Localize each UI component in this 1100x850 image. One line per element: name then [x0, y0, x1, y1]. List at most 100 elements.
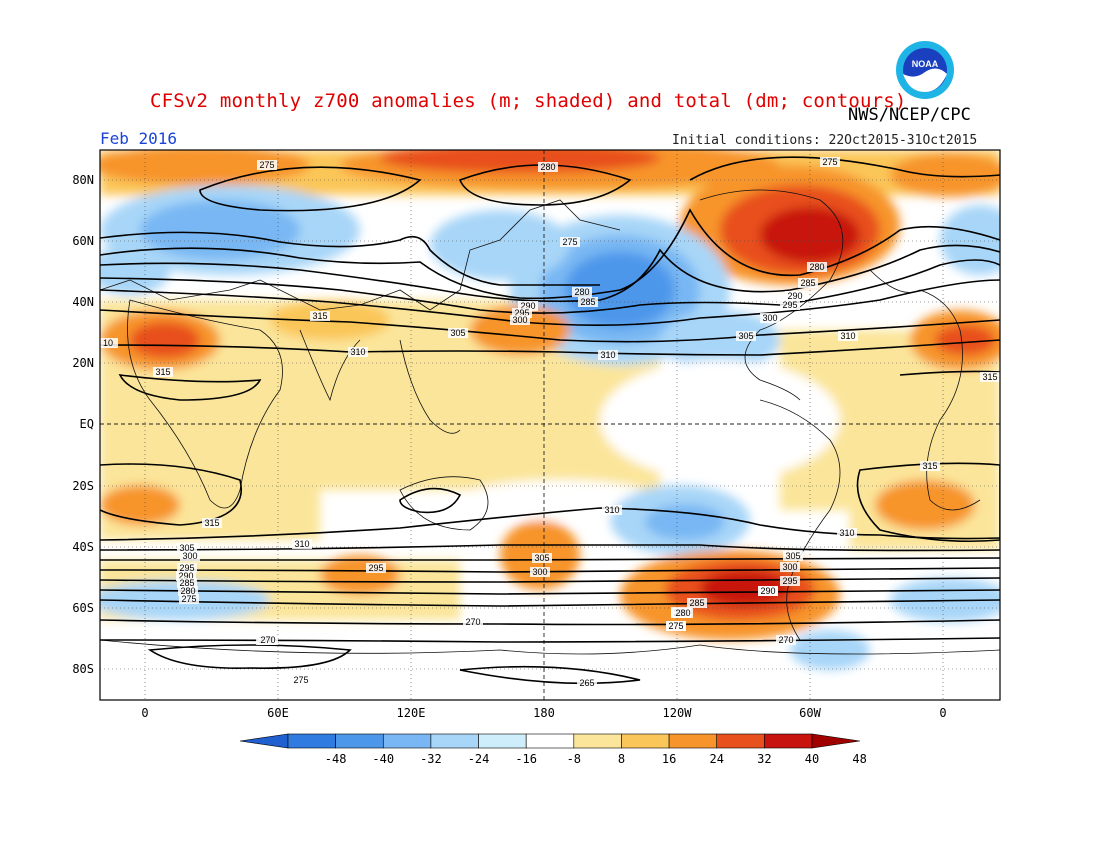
contour-label-bg: [463, 617, 483, 627]
contour-label: 295: [514, 308, 529, 318]
lat-label-80s: 80S: [72, 662, 94, 676]
colorbar-swatch: [287, 733, 336, 749]
lat-label-20n: 20N: [72, 356, 94, 370]
contour-label-bg: [510, 315, 530, 325]
contour-label-bg: [687, 598, 707, 608]
contour-label-bg: [512, 308, 532, 318]
colorbar-label: 32: [757, 752, 772, 766]
contour-label: 310: [840, 331, 855, 341]
contour-label-bg: [780, 300, 800, 310]
noaa-logo: NOAA: [896, 41, 954, 99]
contour-label: 315: [982, 372, 997, 382]
contour-label-bg: [578, 297, 598, 307]
contour-label: 275: [562, 237, 577, 247]
colorbar-swatch: [335, 733, 384, 749]
contour-label-bg: [153, 367, 173, 377]
lat-label-eq: EQ: [79, 417, 94, 431]
lat-label-40s: 40S: [72, 540, 94, 554]
colorbar-label: -40: [372, 752, 395, 766]
contour-label-bg: [366, 563, 386, 573]
contour-label: 280: [540, 162, 555, 172]
contour-label-bg: [518, 301, 538, 311]
colorbar-label: 8: [617, 752, 626, 766]
agency-label: NWS/NCEP/CPC: [848, 105, 971, 125]
colorbar-label: -16: [515, 752, 538, 766]
contour-label: 270: [778, 635, 793, 645]
contour-label: 305: [738, 331, 753, 341]
contour-label-bg: [837, 528, 857, 538]
equator-dateline: [100, 150, 1000, 700]
lat-label-80n: 80N: [72, 173, 94, 187]
contour-label-bg: [920, 461, 940, 471]
contour-label-bg: [838, 331, 858, 341]
chart-title: CFSv2 monthly z700 anomalies (m; shaded)…: [150, 90, 907, 112]
height-contours: [100, 156, 1000, 685]
contour-label-bg: [179, 594, 199, 604]
contour-label-bg: [776, 635, 796, 645]
contour-label: 315: [312, 311, 327, 321]
contour-label: 305: [450, 328, 465, 338]
contour-label: 300: [532, 567, 547, 577]
contour-label-bg: [176, 571, 196, 581]
anomaly-shading: [100, 150, 1000, 700]
contour-label: 270: [465, 617, 480, 627]
contour-label: 290: [178, 571, 193, 581]
contour-label-bg: [980, 372, 1000, 382]
colorbar-label: -48: [324, 752, 347, 766]
colorbar-swatch: [382, 733, 432, 749]
logo-text: NOAA: [912, 59, 939, 69]
colorbar-min-arrow: [239, 733, 289, 749]
lat-label-20s: 20S: [72, 479, 94, 493]
contour-label-bg: [310, 311, 330, 321]
contour-label: 285: [179, 578, 194, 588]
contour-label: 310: [294, 539, 309, 549]
contour-label: 280: [574, 287, 589, 297]
contour-label-bg: [666, 621, 686, 631]
lat-label-40n: 40N: [72, 295, 94, 309]
contour-label-bg: [292, 539, 312, 549]
contour-label-bg: [760, 313, 780, 323]
contour-label: 310: [604, 505, 619, 515]
contour-label-bg: [348, 347, 368, 357]
colorbar-swatch: [478, 733, 527, 749]
contour-label: 285: [800, 278, 815, 288]
contour-label: 295: [782, 576, 797, 586]
contour-label: 300: [782, 562, 797, 572]
contour-label-bg: [532, 553, 552, 563]
contour-label-bg: [202, 518, 222, 528]
contour-label-bg: [758, 586, 778, 596]
contour-label-bg: [577, 678, 597, 688]
contour-label: 315: [204, 518, 219, 528]
lon-label-60e: 60E: [267, 706, 289, 720]
coastlines: [100, 189, 1000, 655]
lon-label-180: 180: [533, 706, 555, 720]
map-frame: [99, 149, 1001, 701]
contour-label: 315: [155, 367, 170, 377]
contour-label-bg: [798, 278, 818, 288]
contour-label: 300: [512, 315, 527, 325]
contour-label: 275: [668, 621, 683, 631]
lon-label-120w: 120W: [662, 706, 692, 720]
contour-label: 290: [760, 586, 775, 596]
contour-label: 300: [762, 313, 777, 323]
colorbar-label: -32: [420, 752, 442, 766]
colorbar-label: 24: [709, 752, 724, 766]
lon-label-120e: 120E: [396, 706, 426, 720]
colorbar-swatch: [573, 733, 622, 749]
contour-label: 310: [350, 347, 365, 357]
contour-label: 265: [579, 678, 594, 688]
contour-label: 290: [787, 291, 802, 301]
contour-label: 280: [809, 262, 824, 272]
lon-label-0-east: 0: [939, 706, 947, 720]
contour-label: 280: [675, 608, 690, 618]
contour-label-bg: [178, 586, 198, 596]
contour-label-bg: [291, 675, 311, 685]
colorbar: [239, 733, 861, 749]
lon-label-0: 0: [141, 706, 149, 720]
contour-label-bg: [258, 635, 278, 645]
colorbar-label: -24: [467, 752, 490, 766]
contour-label-bg: [602, 505, 622, 515]
contour-label: 290: [520, 301, 535, 311]
